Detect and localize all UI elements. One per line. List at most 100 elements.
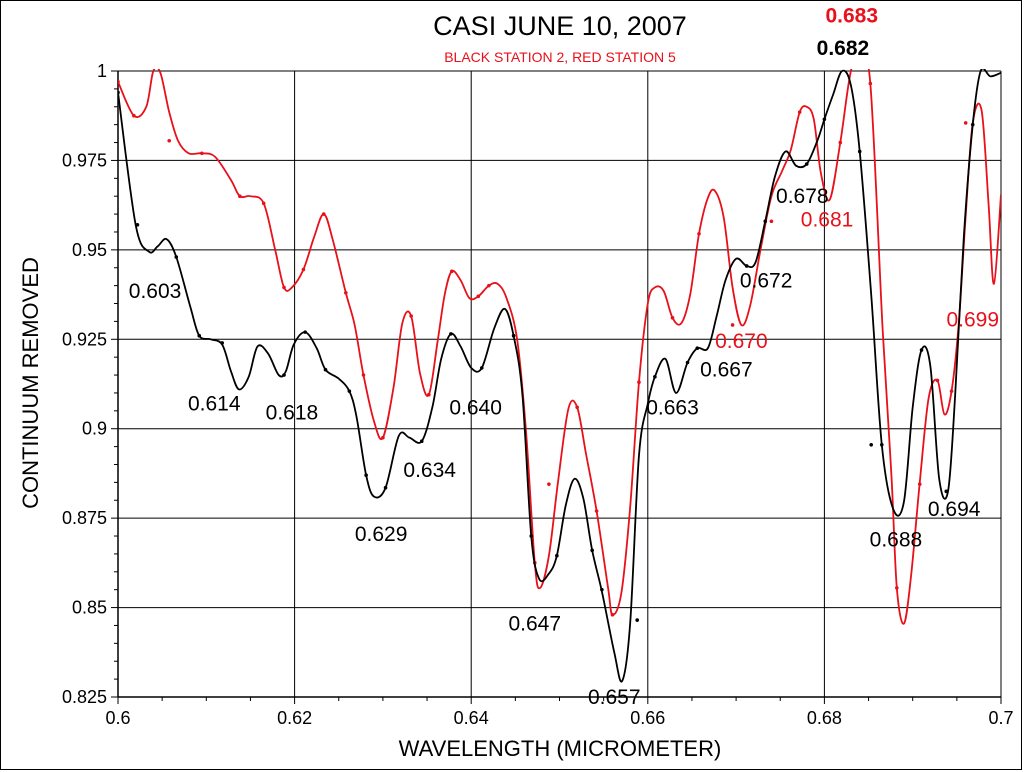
station-5-point xyxy=(917,482,922,486)
station-5-point xyxy=(344,290,348,295)
station-2-point xyxy=(511,333,516,338)
station-2-point xyxy=(220,341,224,345)
station-5-point xyxy=(895,586,899,590)
station-5-point xyxy=(949,389,954,393)
station-2-point xyxy=(197,333,202,338)
station-2-point xyxy=(347,389,352,393)
station-5-point xyxy=(427,392,431,397)
station-2-point xyxy=(118,90,120,95)
station-5-point xyxy=(547,482,551,486)
station-2-point xyxy=(529,534,534,538)
station-2-point xyxy=(763,219,768,224)
station-2-point xyxy=(419,439,424,444)
station-5-point xyxy=(769,219,774,224)
station-2-point xyxy=(555,553,559,558)
y-tick-label: 0.875 xyxy=(62,508,107,528)
y-tick-label: 0.85 xyxy=(72,598,107,618)
minimum-label: 0.629 xyxy=(355,523,408,546)
station-5-point xyxy=(730,323,735,327)
station-2-point xyxy=(919,348,924,352)
y-axis-label: CONTINUUM REMOVED xyxy=(18,257,43,509)
station-2-point xyxy=(303,330,307,334)
station-2-point xyxy=(695,346,700,351)
minimum-label: 0.614 xyxy=(188,393,241,416)
y-tick-label: 1 xyxy=(97,61,107,81)
x-tick-label: 0.66 xyxy=(630,708,665,728)
station-5-point xyxy=(118,79,120,84)
x-tick-label: 0.62 xyxy=(277,708,312,728)
station-5-point xyxy=(409,314,413,318)
station-2-point xyxy=(685,360,690,365)
station-5-point xyxy=(381,435,385,440)
station-5-point xyxy=(301,267,306,272)
station-2-point xyxy=(635,618,640,622)
station-2-point xyxy=(869,443,873,447)
station-2-point xyxy=(857,149,862,154)
station-2-point xyxy=(822,117,827,122)
station-2-point xyxy=(804,162,809,166)
y-tick-label: 0.925 xyxy=(62,329,107,349)
station-5-point xyxy=(132,113,136,118)
minimum-label: 0.672 xyxy=(740,269,793,292)
station-2-point xyxy=(590,548,594,553)
station-5-point xyxy=(238,194,242,198)
tick-layer: 0.6 0.62 0.64 0.66 0.68 0.7 0.825 0.85 0.875 0.9 0… xyxy=(62,61,1014,728)
x-tick-label: 0.64 xyxy=(454,708,489,728)
x-tick-label: 0.6 xyxy=(105,708,130,728)
minimum-label: 0.699 xyxy=(946,309,999,332)
series-layer xyxy=(118,69,1001,683)
station-5-point xyxy=(321,212,326,216)
station-5-point xyxy=(200,151,204,156)
y-tick-label: 0.9 xyxy=(82,419,107,439)
station-5-point xyxy=(476,294,481,299)
station-2-point xyxy=(174,255,179,259)
station-5-point xyxy=(449,269,454,274)
station-2-line xyxy=(118,69,1001,683)
station-2-point xyxy=(970,122,975,127)
peak-label: 0.683 xyxy=(825,5,878,28)
station-5-point xyxy=(838,140,843,145)
chart-subtitle: BLACK STATION 2, RED STATION 5 xyxy=(444,49,676,65)
station-5-point xyxy=(594,509,599,513)
minimum-label: 0.678 xyxy=(776,185,829,208)
minimum-label: 0.670 xyxy=(715,330,768,353)
station-5-point xyxy=(575,405,579,410)
grid-lines xyxy=(117,70,1002,698)
minimum-label: 0.603 xyxy=(129,280,182,303)
station-5-point xyxy=(261,201,266,206)
minimum-label: 0.681 xyxy=(801,208,854,231)
series-station-2 xyxy=(118,69,1001,683)
chart-title: CASI JUNE 10, 2007 xyxy=(433,11,687,41)
minimum-label: 0.647 xyxy=(508,613,561,636)
station-5-point xyxy=(963,121,968,125)
y-tick-label: 0.95 xyxy=(72,240,107,260)
x-tick-label: 0.68 xyxy=(807,708,842,728)
station-2-point xyxy=(944,489,949,494)
station-2-point xyxy=(479,366,484,370)
minimum-label: 0.688 xyxy=(870,529,923,552)
minimum-label: 0.694 xyxy=(928,498,981,521)
station-2-point xyxy=(600,587,604,592)
minimum-label: 0.618 xyxy=(266,402,319,425)
station-5-point xyxy=(487,283,491,288)
station-2-point xyxy=(449,332,453,336)
annotation-layer: 0.603 0.614 0.618 0.629 0.634 0.640 0.647 0.657… xyxy=(129,5,999,709)
x-axis-label: WAVELENGTH (MICROMETER) xyxy=(399,736,722,761)
station-5-point xyxy=(361,373,366,377)
minimum-label: 0.657 xyxy=(588,686,641,709)
station-5-point xyxy=(935,378,940,383)
station-5-point xyxy=(637,380,641,385)
series-station-5 xyxy=(118,69,1001,625)
station-2-point xyxy=(282,373,286,377)
station-5-point xyxy=(610,612,615,617)
station-5-point xyxy=(868,81,873,86)
station-5-point xyxy=(670,316,675,320)
minimum-label: 0.663 xyxy=(646,396,699,419)
minimum-label: 0.667 xyxy=(700,359,753,382)
y-tick-label: 0.825 xyxy=(62,687,107,707)
minimum-label: 0.634 xyxy=(403,459,456,482)
station-5-point xyxy=(797,110,802,114)
station-2-point xyxy=(879,443,884,447)
